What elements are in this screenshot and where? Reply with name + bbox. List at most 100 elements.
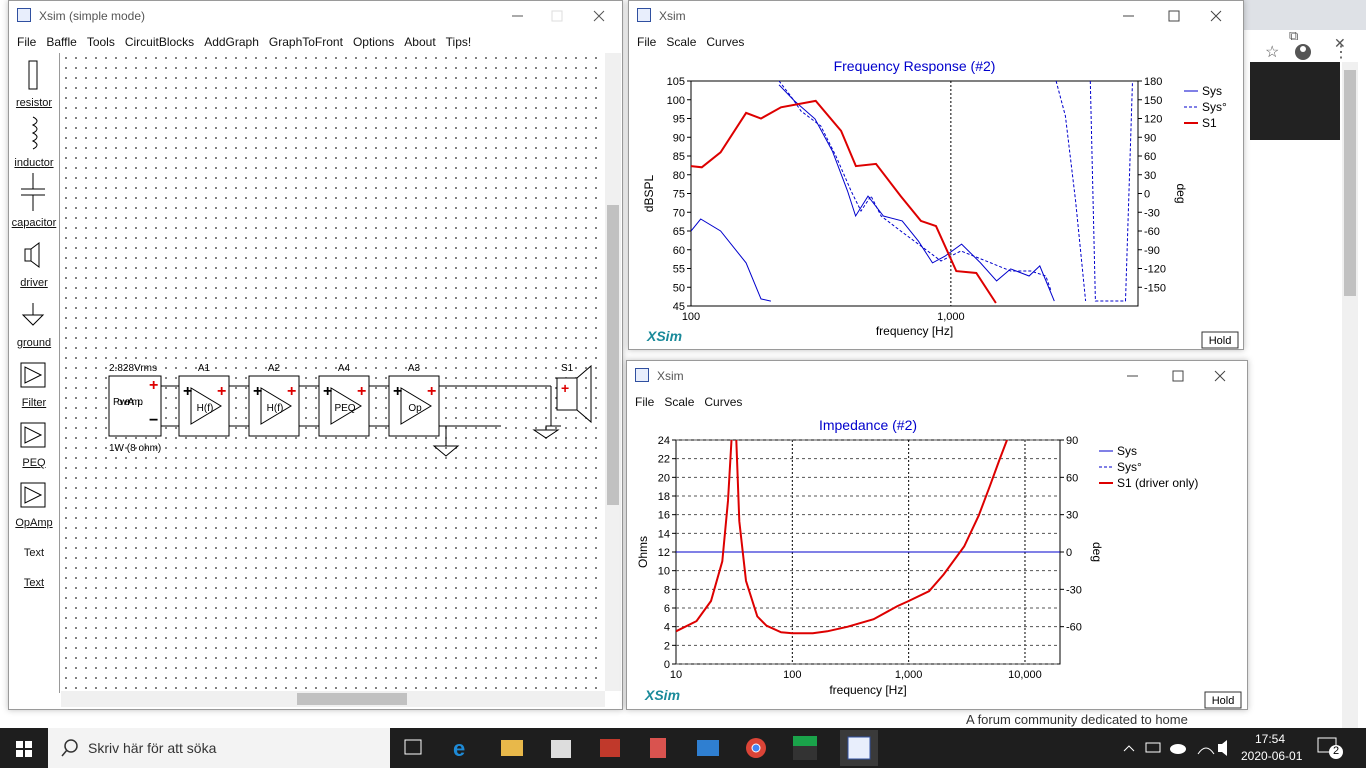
y-tick-label: 50 <box>673 282 685 294</box>
y2-tick-label: 0 <box>1144 189 1150 201</box>
menu-bar: File Scale Curves <box>629 31 1243 53</box>
notifications[interactable] <box>1316 736 1344 760</box>
y2-tick-label: 60 <box>1144 151 1156 163</box>
y-axis-label: dBSPL <box>642 174 656 212</box>
window-controls[interactable] <box>502 1 622 31</box>
window-controls[interactable] <box>1113 1 1243 31</box>
y2-tick-label: 90 <box>1066 435 1078 447</box>
tool-label[interactable]: Text <box>23 547 45 559</box>
menu-item[interactable]: File <box>637 35 657 49</box>
search-box[interactable]: Skriv här för att söka <box>48 728 390 768</box>
menu-item[interactable]: CircuitBlocks <box>124 35 195 49</box>
x-tick-label: 10,000 <box>1008 669 1042 681</box>
title-bar: Xsim <box>629 1 1243 31</box>
y-tick-label: 4 <box>664 622 670 634</box>
plot-area <box>690 80 1139 307</box>
main-window: Xsim (simple mode) File Baffle Tools Circui… <box>8 0 623 710</box>
block-label: Op <box>408 403 422 414</box>
app-icon <box>635 368 649 382</box>
menu-item[interactable]: Options <box>352 35 395 49</box>
svg-text:☆: ☆ <box>1265 44 1279 61</box>
title-bar: Xsim <box>627 361 1247 391</box>
menu-item[interactable]: AddGraph <box>204 35 259 49</box>
y-tick-label: 0 <box>664 659 670 671</box>
tool-label[interactable]: OpAmp <box>15 517 53 529</box>
y-tick-label: 24 <box>658 435 670 447</box>
menu-item[interactable]: Scale <box>666 35 697 49</box>
browser-text: A forum community dedicated to home <box>966 712 1188 727</box>
y-tick-label: 65 <box>673 226 685 238</box>
x-tick-label: 1,000 <box>937 311 965 323</box>
chart-title: Impedance (#2) <box>819 417 917 433</box>
y2-tick-label: 180 <box>1144 76 1162 88</box>
menu-item[interactable]: Baffle <box>46 35 77 49</box>
tool-label[interactable]: PEQ <box>22 457 46 469</box>
menu-item[interactable]: Tools <box>86 35 115 49</box>
menu-bar: File Scale Curves <box>627 391 1247 413</box>
series-line <box>778 81 1133 302</box>
svg-text:−: − <box>149 412 158 429</box>
y-tick-label: 80 <box>673 170 685 182</box>
y-tick-label: 10 <box>658 566 670 578</box>
control-glyph <box>1127 370 1226 382</box>
source-rating: 1W (8 ohm) <box>109 443 161 454</box>
y2-tick-label: -60 <box>1144 226 1160 238</box>
window-title: Xsim <box>659 9 686 23</box>
menu-item[interactable]: Curves <box>704 395 743 409</box>
legend-label: Sys° <box>1117 460 1142 474</box>
hold-button[interactable] <box>1204 691 1242 709</box>
x-axis-label: frequency [Hz] <box>829 683 906 697</box>
menu-item[interactable]: Scale <box>664 395 695 409</box>
block-label: H(f) <box>267 403 284 414</box>
menu-item[interactable]: File <box>635 395 655 409</box>
tool-label[interactable]: Filter <box>21 397 47 409</box>
y-tick-label: 75 <box>673 189 685 201</box>
x-tick-label: 10 <box>670 669 682 681</box>
menu-item[interactable]: Curves <box>706 35 745 49</box>
tool-label[interactable]: driver <box>20 277 48 289</box>
hold-label: Hold <box>1209 335 1232 347</box>
y-tick-label: 95 <box>673 114 685 126</box>
taskbar-icons[interactable]: e <box>395 728 895 768</box>
brand: XSim <box>644 687 680 703</box>
menu-item[interactable]: About <box>404 35 436 49</box>
y-tick-label: 2 <box>664 640 670 652</box>
browser-chrome: ☆ ⋮ ⧉ ✕ <box>1250 30 1358 728</box>
tool-icons <box>20 60 46 508</box>
legend-label: S1 (driver only) <box>1117 476 1198 490</box>
start-button[interactable] <box>0 728 48 768</box>
svg-text:+: + <box>561 380 569 396</box>
plus: + <box>323 383 332 400</box>
y2-tick-label: -30 <box>1066 584 1082 596</box>
menu-item[interactable]: Tips! <box>445 35 472 49</box>
tool-label[interactable]: inductor <box>14 157 54 169</box>
tool-label[interactable]: Text <box>23 577 45 589</box>
tool-label[interactable]: resistor <box>15 97 53 109</box>
clock-time: 17:54 <box>1255 732 1286 746</box>
plus: + <box>287 383 296 400</box>
hold-button[interactable] <box>1201 331 1239 349</box>
taskbar: Skriv här för att söka e 17:54 2020-06-0… <box>0 728 1366 768</box>
y-tick-label: 90 <box>673 132 685 144</box>
circuit-canvas: + − + 2.828Vrms Power Amp. 1W (8 ohm) A1 H(f)… <box>61 53 604 691</box>
y-tick-label: 85 <box>673 151 685 163</box>
y2-tick-label: 120 <box>1144 114 1162 126</box>
block-id: A3 <box>408 363 421 374</box>
menu-item[interactable]: GraphToFront <box>268 35 343 49</box>
tool-label[interactable]: ground <box>16 337 52 349</box>
menu-item[interactable]: File <box>17 35 37 49</box>
plus: + <box>217 383 226 400</box>
tool-label[interactable]: capacitor <box>11 217 57 229</box>
y-tick-label: 22 <box>658 454 670 466</box>
y-tick-label: 100 <box>667 95 685 107</box>
clock-date: 2020-06-01 <box>1241 749 1303 763</box>
tray-icons[interactable] <box>1118 728 1238 768</box>
title-bar: Xsim (simple mode) <box>9 1 622 31</box>
v-scrollbar[interactable] <box>605 53 621 691</box>
chart-title: Frequency Response (#2) <box>834 58 996 74</box>
svg-text:+: + <box>149 377 158 394</box>
y2-tick-label: 150 <box>1144 95 1162 107</box>
window-controls[interactable] <box>1117 361 1247 391</box>
h-scrollbar[interactable] <box>61 691 605 707</box>
